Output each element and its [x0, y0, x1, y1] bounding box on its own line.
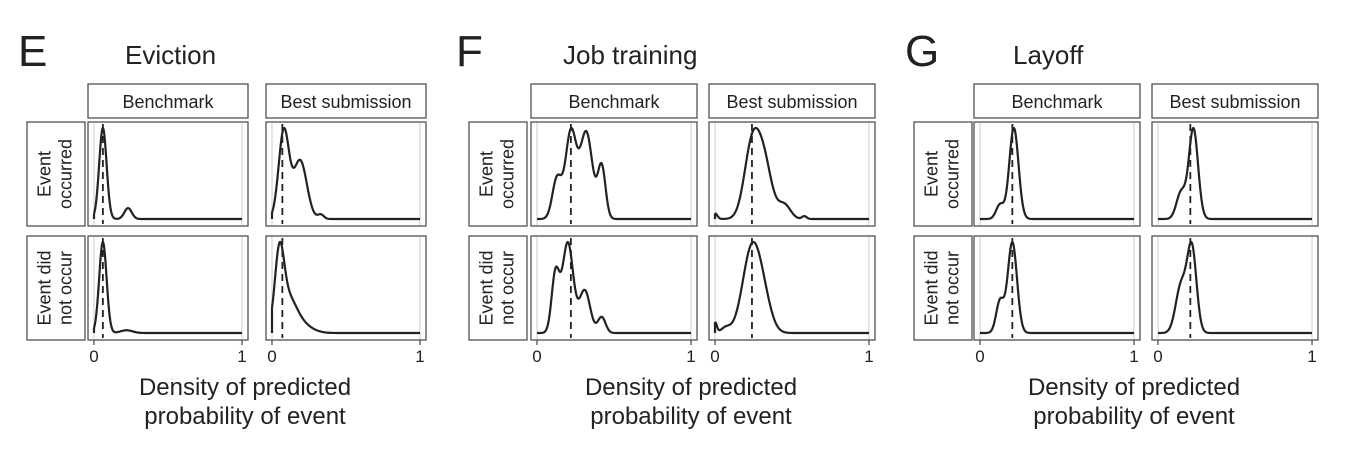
panel-frame [1151, 121, 1319, 227]
chart-title: Eviction [125, 40, 216, 70]
panel-letter: G [905, 27, 939, 76]
chart-title: Layoff [1013, 40, 1084, 70]
column-strip-label: Best submission [726, 92, 857, 112]
row-strip [26, 121, 86, 227]
facet-panel [973, 235, 1141, 341]
row-strip [913, 121, 973, 227]
panel-frame [87, 121, 249, 227]
facet-panel [87, 235, 249, 341]
density-curve [1157, 126, 1313, 221]
panel-frame [87, 235, 249, 341]
chart-title: Job training [563, 40, 697, 70]
facet-panel [87, 121, 249, 227]
x-tick-label: 1 [686, 347, 695, 366]
panel-frame [1151, 235, 1319, 341]
density-curve [536, 240, 692, 335]
density-curve [536, 126, 692, 221]
density-curve [270, 126, 421, 221]
row-strip-label: Eventoccurred [35, 139, 76, 209]
x-tick-label: 1 [864, 347, 873, 366]
density-curve [714, 126, 870, 221]
panel-frame [973, 235, 1141, 341]
column-strip [708, 83, 876, 119]
panel-frame [530, 235, 698, 341]
facet-panel [973, 121, 1141, 227]
density-curve [714, 240, 870, 335]
column-strip [265, 83, 427, 119]
column-strip-label: Benchmark [122, 92, 214, 112]
density-curve [1157, 240, 1313, 335]
x-axis-label-line-1: Density of predicted [139, 374, 351, 401]
density-curve [979, 240, 1135, 335]
panel-frame [265, 121, 427, 227]
panel-frame [265, 235, 427, 341]
facet-panel [265, 121, 427, 227]
row-strip [913, 235, 973, 341]
panel-frame [708, 235, 876, 341]
x-tick-label: 1 [1129, 347, 1138, 366]
row-strip-label: Eventoccurred [477, 139, 518, 209]
x-tick-label: 0 [975, 347, 984, 366]
facet-panel [530, 121, 698, 227]
panel-letter: E [18, 27, 47, 76]
facet-panel [530, 235, 698, 341]
column-strip [530, 83, 698, 119]
x-axis-label-line-1: Density of predicted [585, 374, 797, 401]
column-strip-label: Best submission [280, 92, 411, 112]
column-strip [1151, 83, 1319, 119]
x-tick-label: 1 [1307, 347, 1316, 366]
row-strip [468, 121, 528, 227]
x-tick-label: 0 [1153, 347, 1162, 366]
facet-panel [1151, 235, 1319, 341]
x-tick-label: 0 [710, 347, 719, 366]
panel-letter: F [456, 27, 483, 76]
row-strip-label: Event didnot occur [922, 250, 963, 325]
panel-frame [530, 121, 698, 227]
x-axis-label-line-2: probability of event [590, 403, 792, 430]
column-strip [973, 83, 1141, 119]
x-tick-label: 0 [89, 347, 98, 366]
x-tick-label: 1 [237, 347, 246, 366]
column-strip-label: Best submission [1169, 92, 1300, 112]
row-strip [468, 235, 528, 341]
facet-panel [708, 235, 876, 341]
facet-panel [708, 121, 876, 227]
row-strip-label: Eventoccurred [922, 139, 963, 209]
density-curve [270, 240, 421, 335]
x-axis-label-line-2: probability of event [1033, 403, 1235, 430]
column-strip-label: Benchmark [1011, 92, 1103, 112]
x-tick-label: 1 [415, 347, 424, 366]
x-axis-label-line-1: Density of predicted [1028, 374, 1240, 401]
x-axis-label-line-2: probability of event [144, 403, 346, 430]
x-tick-label: 0 [267, 347, 276, 366]
facet-panel [265, 235, 427, 341]
row-strip-label: Event didnot occur [477, 250, 518, 325]
panel-frame [973, 121, 1141, 227]
density-curve [979, 126, 1135, 221]
density-curve [92, 126, 243, 221]
facet-panel [1151, 121, 1319, 227]
panel-frame [708, 121, 876, 227]
column-strip-label: Benchmark [568, 92, 660, 112]
column-strip [87, 83, 249, 119]
row-strip-label: Event didnot occur [35, 250, 76, 325]
density-curve [92, 240, 243, 335]
row-strip [26, 235, 86, 341]
x-tick-label: 0 [532, 347, 541, 366]
